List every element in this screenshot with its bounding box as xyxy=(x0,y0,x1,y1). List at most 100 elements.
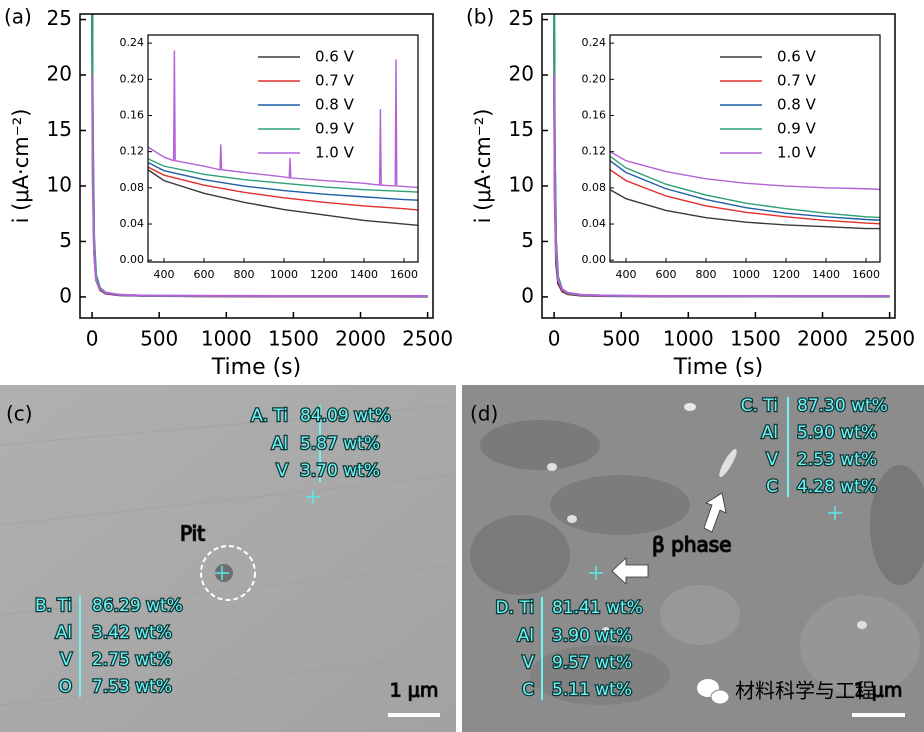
y-tick-label: 20 xyxy=(509,62,534,86)
inset-series-line xyxy=(610,169,880,225)
eds-element: O xyxy=(59,677,72,697)
chart: 0 500 1000 1500 2000 2500 0 5 10 15 20 25 Time (s) i … xyxy=(466,5,915,381)
eds-element: C xyxy=(766,477,778,497)
inset-y-tick-label: 0.00 xyxy=(582,253,607,266)
eds-value: 5.87 wt% xyxy=(300,434,380,454)
inset-series-line xyxy=(610,155,880,219)
microstructure xyxy=(470,403,924,705)
inset-x-tick-label: 1400 xyxy=(350,268,378,281)
inset-x-tick-label: 1000 xyxy=(732,268,760,281)
watermark: 材料科学与工程 xyxy=(735,679,875,703)
y-tick-label: 0 xyxy=(59,283,72,307)
wechat-icon xyxy=(697,679,730,705)
eds-element: V xyxy=(522,653,534,673)
inset-series-line xyxy=(148,161,418,201)
plot-lines xyxy=(553,14,890,298)
legend-label: 0.6 V xyxy=(777,48,817,66)
inset-x-tick-label: 600 xyxy=(194,268,215,281)
annotation: Pit xyxy=(180,522,205,546)
y-tick-label: 20 xyxy=(47,62,72,86)
eds-value: 7.53 wt% xyxy=(92,677,172,697)
eds-value: 87.30 wt% xyxy=(797,396,888,416)
inset-x-tick-label: 1200 xyxy=(772,268,800,281)
legend-label: 1.0 V xyxy=(777,144,817,162)
eds-element: Al xyxy=(762,423,778,443)
inset-lines xyxy=(610,151,880,230)
x-axis-label: Time (s) xyxy=(211,355,301,380)
axes-frame xyxy=(79,13,434,319)
inset-series-line xyxy=(148,169,418,226)
y-axis-label: i (μA·cm⁻²) xyxy=(9,109,33,224)
eds-value: 5.11 wt% xyxy=(552,680,632,700)
sem-image-c xyxy=(0,385,456,732)
x-tick-label: 2500 xyxy=(864,327,915,351)
scale-bar-label: 1 μm xyxy=(390,680,439,702)
inset-y-tick-label: 0.16 xyxy=(120,108,145,121)
inset-series-line xyxy=(148,166,418,211)
eds-element: V xyxy=(276,461,288,481)
y-tick-label: 25 xyxy=(509,6,534,30)
inset-y-tick-label: 0.08 xyxy=(582,181,607,194)
y-tick-label: 5 xyxy=(59,228,72,252)
annotation: β phase xyxy=(652,533,731,557)
inset-series-line xyxy=(610,151,880,191)
eds-element: Al xyxy=(272,434,288,454)
x-tick-label: 2500 xyxy=(402,327,453,351)
inset-y-tick-label: 0.04 xyxy=(120,217,145,230)
eds-value: 9.57 wt% xyxy=(552,653,632,673)
y-tick-label: 15 xyxy=(47,117,72,141)
eds-value: 2.53 wt% xyxy=(797,450,877,470)
inset-y-tick-label: 0.12 xyxy=(582,145,607,158)
inset-x-tick-label: 1200 xyxy=(310,268,338,281)
eds-element: C xyxy=(522,680,534,700)
legend-label: 0.7 V xyxy=(315,72,355,90)
point-markers xyxy=(215,490,842,580)
eds-value: 5.90 wt% xyxy=(797,423,877,443)
inset-series-line xyxy=(148,50,418,189)
x-tick-label: 500 xyxy=(602,327,640,351)
x-tick-label: 500 xyxy=(140,327,178,351)
eds-value: 86.29 wt% xyxy=(92,596,183,616)
x-axis-label: Time (s) xyxy=(673,355,763,380)
series-line xyxy=(91,75,428,298)
x-tick-label: 2000 xyxy=(797,327,848,351)
panel-label: (a) xyxy=(4,5,32,29)
eds-element: V xyxy=(60,650,72,670)
plot-lines xyxy=(91,14,428,298)
inset-background xyxy=(148,35,418,262)
inset-lines xyxy=(148,50,418,226)
inset-x-tick-label: 800 xyxy=(234,268,255,281)
inset-x-tick-label: 400 xyxy=(616,268,637,281)
eds-value: 4.28 wt% xyxy=(797,477,877,497)
chart: 0 500 1000 1500 2000 2500 0 5 10 15 20 25 Time (s) i … xyxy=(4,5,453,381)
inset-y-tick-label: 0.00 xyxy=(120,253,145,266)
pit-circle xyxy=(200,545,256,601)
series-line xyxy=(553,75,890,298)
eds-element: B. Ti xyxy=(35,596,72,616)
eds-value: 3.42 wt% xyxy=(92,623,172,643)
y-tick-label: 5 xyxy=(521,228,534,252)
inset-y-tick-label: 0.24 xyxy=(120,36,145,49)
inset-y-tick-label: 0.16 xyxy=(582,108,607,121)
inset-x-tick-label: 1600 xyxy=(390,268,418,281)
inset-y-tick-label: 0.20 xyxy=(582,72,607,85)
x-tick-label: 1000 xyxy=(663,327,714,351)
legend-label: 1.0 V xyxy=(315,144,355,162)
inset-x-tick-label: 1400 xyxy=(812,268,840,281)
eds-element: A. Ti xyxy=(251,406,288,426)
y-tick-label: 0 xyxy=(521,283,534,307)
eds-element: D. Ti xyxy=(496,598,534,618)
inset-frame xyxy=(609,34,881,263)
inset-series-line xyxy=(148,158,418,193)
x-tick-label: 0 xyxy=(86,327,99,351)
axes-frame xyxy=(541,13,896,319)
y-tick-label: 25 xyxy=(47,6,72,30)
x-tick-label: 2000 xyxy=(335,327,386,351)
eds-value: 84.09 wt% xyxy=(300,406,391,426)
eds-value: 3.90 wt% xyxy=(552,626,632,646)
panel-label: (c) xyxy=(6,402,33,426)
eds-element: Al xyxy=(518,626,534,646)
legend-label: 0.7 V xyxy=(777,72,817,90)
panel-label: (b) xyxy=(466,5,494,29)
